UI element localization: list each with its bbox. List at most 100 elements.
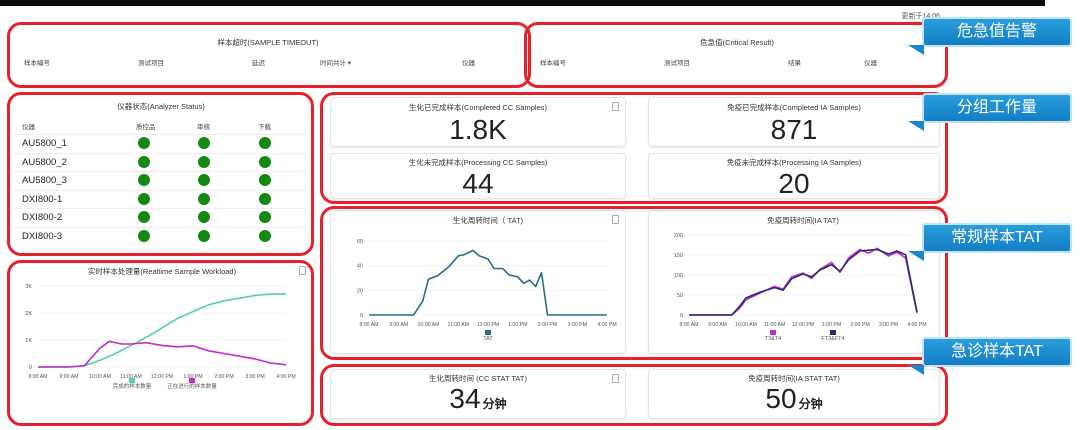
download-status-dot: [259, 229, 271, 242]
analyzer-row: AU5800_3: [14, 171, 308, 190]
highlight-analyzer: [7, 92, 314, 256]
col-instrument: 仪器: [864, 60, 877, 67]
ia-processing-card: 免疫未完成样本(Processing IA Samples) 20: [648, 153, 940, 199]
cc-tat-card: 生化周转时间（ TAT) 0 20 40 60 8:00 AM 9:00 AM 10:00 A…: [330, 210, 626, 354]
col-download: 下载: [258, 124, 271, 131]
legend-swatch: [485, 330, 491, 335]
ia-stat-tat-unit: 分钟: [798, 397, 823, 411]
x-tick-label: 1:00 PM: [183, 374, 202, 380]
y-tick-label: 0: [29, 365, 32, 371]
legend-label: 完成的样本数量: [113, 382, 152, 390]
x-tick-label: 2:00 PM: [850, 322, 869, 328]
callout-workload: 分组工作量: [908, 93, 1072, 131]
x-tick-label: 3:00 PM: [245, 374, 264, 380]
analyzer-row: AU5800_2: [14, 152, 308, 172]
critical-result-panel: 危急值(Critical Result) 样本编号 测试项目 结果 仪器: [532, 28, 942, 82]
chart-title: 生化周转时间（ TAT): [453, 215, 524, 225]
legend-label: FT3&FT4: [821, 336, 844, 342]
document-icon[interactable]: [612, 374, 619, 383]
legend-label: T3&T4: [765, 336, 782, 342]
col-delay: 延迟: [252, 60, 265, 67]
callout-routine-tat: 常规样本TAT: [908, 223, 1072, 261]
x-tick-label: 4:00 PM: [907, 322, 926, 328]
x-tick-label: 12:00 PM: [477, 322, 499, 328]
qc-status-dot: [138, 174, 150, 186]
x-tick-label: 12:00 PM: [792, 322, 814, 328]
review-status-dot: [198, 174, 210, 186]
x-tick-label: 11:00 AM: [447, 322, 469, 328]
analyzer-status-panel: 仪器状态(Analyzer Status) 仪器 质控品 审核 下载 AU580…: [14, 97, 308, 249]
x-tick-label: 10:00 AM: [418, 322, 440, 328]
cc-tat-chart: 生化周转时间（ TAT) 0 20 40 60 8:00 AM 9:00 AM 10:00 A…: [357, 215, 617, 342]
y-tick-label: 1K: [25, 338, 32, 344]
analyzer-name: DXI800-2: [22, 212, 63, 223]
review-status-dot: [198, 229, 210, 242]
x-tick-label: 10:00 AM: [89, 374, 111, 380]
y-tick-label: 50: [677, 293, 683, 299]
col-total-time-sort[interactable]: 时间共计 ▾: [320, 60, 352, 67]
document-icon[interactable]: [612, 215, 619, 224]
ia-stat-tat-value: 50: [765, 383, 797, 414]
ia-stat-tat-label: 免疫周转时间(IA STAT TAT): [748, 374, 840, 383]
ia-completed-card: 免疫已完成样本(Completed IA Samples) 871: [648, 97, 940, 147]
download-status-dot: [259, 137, 271, 149]
y-tick-label: 100: [674, 273, 683, 279]
document-icon[interactable]: [612, 102, 619, 111]
callout-critical: 危急值告警: [908, 17, 1072, 55]
col-test-item: 测试项目: [664, 60, 690, 67]
cc-completed-label: 生化已完成样本(Completed CC Samples): [409, 103, 547, 112]
ia-stat-tat-value-wrap: 50 分钟: [649, 383, 939, 415]
download-status-dot: [259, 211, 271, 223]
x-tick-label: 3:00 PM: [879, 322, 898, 328]
x-tick-label: 3:00 PM: [568, 322, 587, 328]
highlight-critical-right: [524, 22, 948, 88]
cc-stat-tat-value: 34: [449, 383, 481, 414]
legend-label: TAT: [483, 336, 493, 342]
critical-result-title: 危急值(Critical Result): [700, 38, 774, 47]
review-status-dot: [198, 211, 210, 223]
callout-stat-tat: 急诊样本TAT: [908, 337, 1072, 375]
review-status-dot: [198, 155, 210, 168]
series-line: [689, 247, 918, 316]
ia-completed-value: 871: [770, 114, 818, 145]
series-line: [689, 248, 918, 316]
cc-stat-tat-label: 生化周转时间 (CC STAT TAT): [429, 374, 527, 383]
y-tick-label: 0: [360, 313, 363, 319]
document-icon[interactable]: [299, 266, 306, 275]
x-tick-label: 9:00 AM: [708, 322, 727, 328]
ia-completed-label: 免疫已完成样本(Completed IA Samples): [727, 103, 861, 112]
series-line: [369, 249, 607, 316]
analyzer-row: DXI800-1: [14, 189, 308, 209]
analyzer-status-title: 仪器状态(Analyzer Status): [117, 102, 205, 111]
analyzer-name: DXI800-1: [22, 193, 63, 205]
cc-processing-card: 生化未完成样本(Processing CC Samples) 44: [330, 153, 626, 199]
cc-stat-tat-value-wrap: 34 分钟: [331, 383, 625, 415]
x-tick-label: 12:00 PM: [151, 374, 173, 380]
series-line: [38, 293, 286, 368]
sample-timeout-panel: 样本超时(SAMPLE TIMEOUT) 样本编号 测试项目 延迟 时间共计 ▾…: [14, 28, 522, 82]
col-result: 结果: [788, 60, 801, 67]
realtime-workload-chart: 实时样本处理量(Realtime Sample Workload) 0 1K 2K 3K…: [25, 266, 295, 390]
analyzer-row: DXI800-3: [14, 226, 308, 246]
ia-tat-card: 免疫周转时间(IA TAT) 0 50 100 150 200 8:00 AM 9:00 AM…: [648, 210, 940, 354]
legend-swatch: [830, 330, 836, 335]
col-sample-id: 样本编号: [24, 60, 50, 67]
x-tick-label: 2:00 PM: [214, 374, 233, 380]
analyzer-name: DXI800-3: [22, 230, 63, 242]
x-tick-label: 2:00 PM: [538, 322, 557, 328]
highlight-critical-left: [7, 22, 531, 88]
qc-status-dot: [138, 211, 150, 223]
cc-stat-tat-card: 生化周转时间 (CC STAT TAT) 34 分钟: [330, 369, 626, 419]
download-status-dot: [259, 174, 271, 186]
refresh-time: 更新于14:06: [901, 13, 940, 20]
analyzer-row: AU5800_1: [14, 134, 308, 153]
top-bar: [0, 0, 1045, 6]
highlight-stat-tat: [320, 364, 948, 426]
legend-label: 正在进行的样本数量: [167, 382, 217, 390]
x-tick-label: 8:00 AM: [28, 374, 47, 380]
col-test-item: 测试项目: [138, 60, 164, 67]
ia-processing-label: 免疫未完成样本(Processing IA Samples): [726, 158, 862, 167]
x-tick-label: 1:00 PM: [508, 322, 527, 328]
x-tick-label: 11:00 AM: [120, 374, 142, 380]
y-tick-label: 150: [674, 253, 683, 259]
